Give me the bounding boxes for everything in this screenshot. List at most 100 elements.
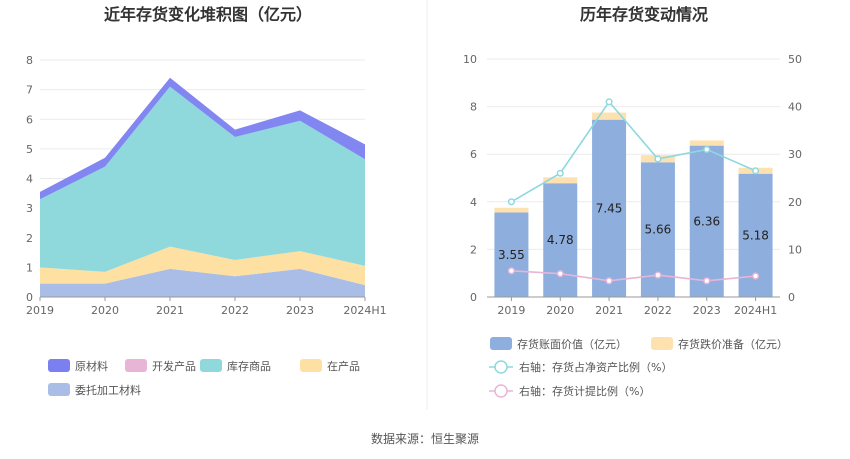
bar-line-chart: 历年存货变动情况 3.55 4.78 7.45 5.66 6.36 5.18 0 2 4 6 8 1… [463,5,802,398]
legend-swatch-bar-provision [651,337,673,350]
point-line_ratio [654,155,662,163]
legend-label-bar-provision: 存货跌价准备（亿元） [678,337,788,351]
right-y-ticks: 0 2 4 6 8 10 [463,53,477,304]
left-y-tick-label: 6 [26,113,33,126]
left-x-tick-label: 2021 [156,304,184,317]
point-line_provision [654,271,662,279]
right-y-tick-label: 2 [470,243,477,256]
legend-label-inventory_goods: 库存商品 [227,359,271,373]
left-y-tick-label: 2 [26,232,33,245]
point-line_ratio [507,198,515,206]
right-y-tick-label: 8 [470,101,477,114]
bar-provision [494,207,529,213]
right-grid [487,58,780,298]
left-y-tick-label: 7 [26,84,33,97]
right-x-tick-label: 2020 [546,304,574,317]
right-y2-tick-label: 50 [788,53,802,66]
left-chart-title: 近年存货变化堆积图（亿元） [104,5,312,24]
left-y-tick-label: 5 [26,143,33,156]
right-x-ticks: 2019 2020 2021 2022 2023 2024H1 [487,296,780,317]
bar-book-value [592,119,627,297]
area-consigned [40,268,365,297]
point-line_ratio [752,167,760,175]
legend-label-line_ratio: 右轴：存货占净资产比例（%） [519,360,672,374]
point-line_provision [507,267,515,275]
left-y-tick-label: 8 [26,54,33,67]
left-y-tick-label: 1 [26,261,33,274]
legend-marker-line_ratio [494,360,508,374]
bar-provision [592,112,627,120]
right-y-tick-label: 10 [463,53,477,66]
legend-label-raw_material: 原材料 [75,359,108,373]
left-y-tick-label: 4 [26,173,33,186]
right-x-tick-label: 2021 [595,304,623,317]
left-x-tick-label: 2023 [286,304,314,317]
right-y2-tick-label: 20 [788,196,802,209]
right-legend: 存货账面价值（亿元） 存货跌价准备（亿元） 右轴：存货占净资产比例（%） 右轴：存货计… [489,337,788,398]
point-line_provision [556,270,564,278]
point-line_ratio [605,98,613,106]
left-areas [40,77,365,297]
left-x-tick-label: 2020 [91,304,119,317]
left-x-ticks: 2019 2020 2021 2022 2023 2024H1 [26,296,387,317]
bar-data-label: 5.18 [742,228,769,242]
legend-swatch-consigned [48,383,70,396]
right-lines [507,98,760,285]
legend-label-consigned: 委托加工材料 [75,383,141,397]
right-y2-tick-label: 40 [788,101,802,114]
line-line_ratio [511,100,756,203]
legend-marker-line_provision [494,384,508,398]
right-y2-tick-label: 10 [788,243,802,256]
right-y2-tick-label: 0 [788,291,795,304]
point-line_ratio [703,145,711,153]
line-line_provision [511,270,756,282]
point-line_provision [703,277,711,285]
right-y2-ticks: 0 10 20 30 40 50 [788,53,802,304]
point-line_provision [752,272,760,280]
right-x-tick-label: 2023 [693,304,721,317]
legend-label-wip: 在产品 [327,359,360,373]
area-inventory_goods [40,86,365,272]
left-y-ticks: 0 1 2 3 4 5 6 7 8 [26,54,33,304]
right-x-tick-label: 2022 [644,304,672,317]
bar-book-value [689,145,724,297]
left-x-tick-label: 2019 [26,304,54,317]
right-y-tick-label: 0 [470,291,477,304]
bar-provision [689,140,724,146]
legend-label-bar-book: 存货账面价值（亿元） [517,337,627,351]
bar-data-label: 6.36 [693,214,720,228]
bar-data-label: 5.66 [645,223,672,237]
right-y-tick-label: 4 [470,196,477,209]
bar-data-label: 4.78 [547,233,574,247]
legend-swatch-bar-book [490,337,512,350]
right-bars: 3.55 4.78 7.45 5.66 6.36 5.18 [494,112,773,297]
legend-swatch-dev_product [125,359,147,372]
legend-label-dev_product: 开发产品 [152,359,196,373]
legend-label-line_provision: 右轴：存货计提比例（%） [519,384,650,398]
legend-swatch-wip [300,359,322,372]
left-y-tick-label: 3 [26,202,33,215]
left-x-tick-label: 2024H1 [343,304,386,317]
source-note: 数据来源：恒生聚源 [371,431,479,446]
right-x-tick-label: 2024H1 [734,304,777,317]
bar-book-value [543,183,578,297]
bar-provision [543,177,578,184]
point-line_provision [605,277,613,285]
legend-swatch-inventory_goods [200,359,222,372]
area-wip [40,246,365,286]
left-x-tick-label: 2022 [221,304,249,317]
right-x-tick-label: 2019 [497,304,525,317]
bar-data-label: 7.45 [596,201,623,215]
right-y2-tick-label: 30 [788,148,802,161]
bar-data-label: 3.55 [498,248,525,262]
left-y-tick-label: 0 [26,291,33,304]
bar-book-value [494,212,529,297]
stacked-area-chart: 近年存货变化堆积图（亿元） 0 1 2 3 4 5 6 7 8 2019 2020 2021 2022… [26,5,387,397]
legend-swatch-raw_material [48,359,70,372]
right-y-tick-label: 6 [470,148,477,161]
right-chart-title: 历年存货变动情况 [580,5,708,24]
point-line_ratio [556,169,564,177]
